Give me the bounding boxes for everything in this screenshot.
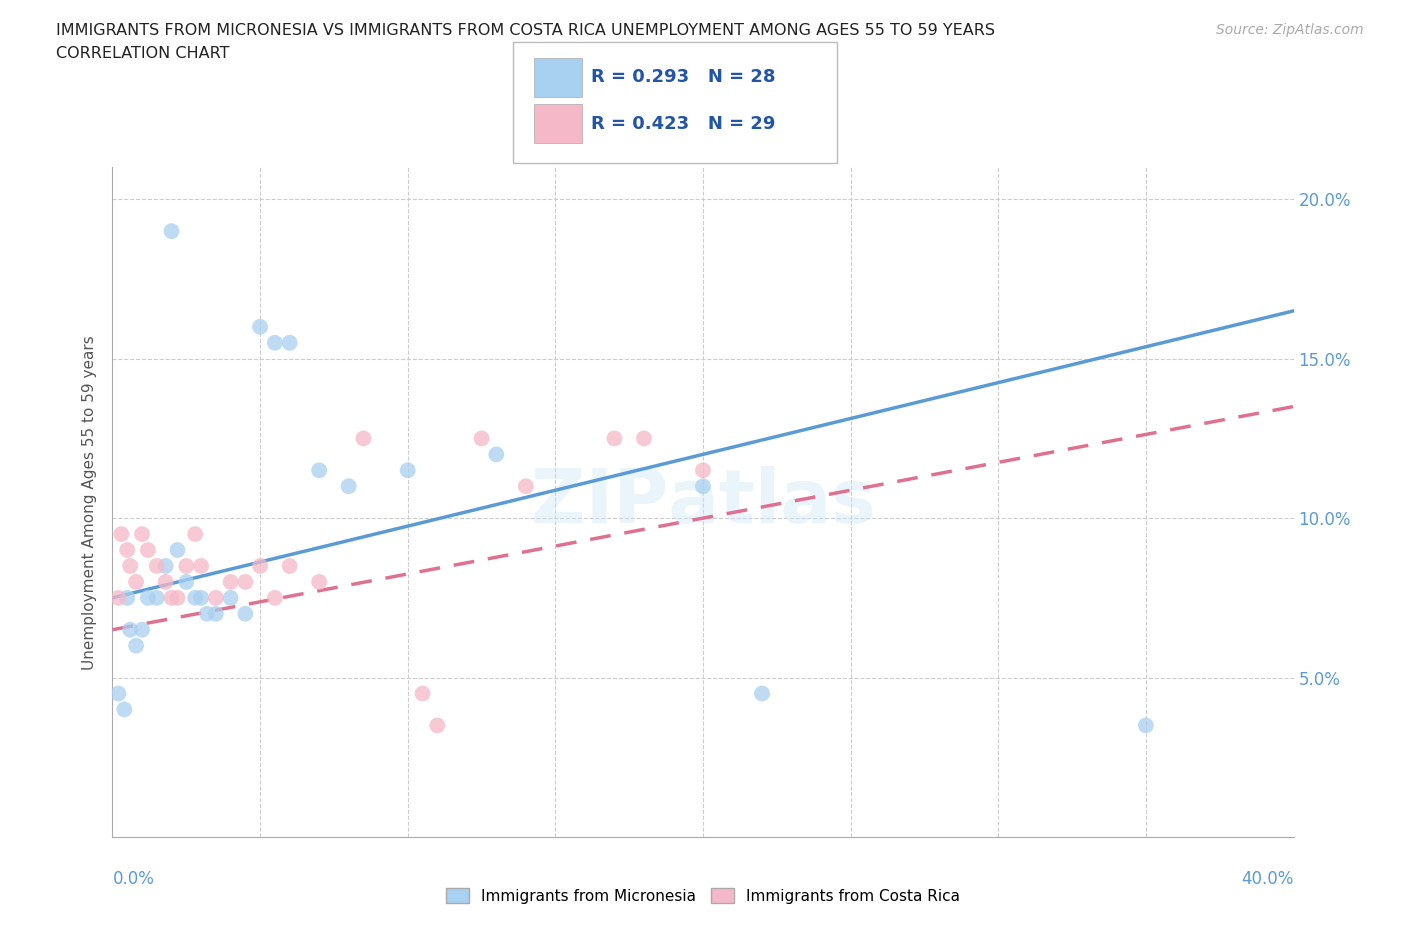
Point	[136, 542, 159, 557]
Point	[278, 559, 301, 574]
Point	[412, 686, 434, 701]
Point	[136, 591, 159, 605]
Point	[146, 559, 169, 574]
Point	[125, 575, 148, 590]
Point	[337, 479, 360, 494]
Point	[174, 575, 197, 590]
Point	[692, 463, 714, 478]
Point	[120, 622, 142, 637]
Point	[352, 431, 374, 445]
Point	[166, 591, 188, 605]
Point	[426, 718, 449, 733]
Text: 40.0%: 40.0%	[1241, 870, 1294, 887]
Point	[249, 559, 271, 574]
Text: IMMIGRANTS FROM MICRONESIA VS IMMIGRANTS FROM COSTA RICA UNEMPLOYMENT AMONG AGES: IMMIGRANTS FROM MICRONESIA VS IMMIGRANTS…	[56, 23, 995, 38]
Point	[264, 336, 287, 351]
Point	[249, 319, 271, 334]
Text: ZIP​atlas: ZIP​atlas	[530, 466, 876, 538]
Text: Source: ZipAtlas.com: Source: ZipAtlas.com	[1216, 23, 1364, 37]
Point	[219, 575, 242, 590]
Point	[190, 559, 212, 574]
Point	[160, 224, 183, 239]
Text: 0.0%: 0.0%	[112, 870, 155, 887]
Point	[485, 447, 508, 462]
Legend: Immigrants from Micronesia, Immigrants from Costa Rica: Immigrants from Micronesia, Immigrants f…	[440, 882, 966, 910]
Point	[1135, 718, 1157, 733]
Point	[470, 431, 494, 445]
Point	[205, 606, 228, 621]
Y-axis label: Unemployment Among Ages 55 to 59 years: Unemployment Among Ages 55 to 59 years	[82, 335, 97, 670]
Point	[195, 606, 218, 621]
Point	[160, 591, 183, 605]
Point	[112, 702, 135, 717]
Point	[692, 479, 714, 494]
Point	[633, 431, 655, 445]
Point	[131, 526, 153, 541]
Point	[146, 591, 169, 605]
Text: R = 0.423   N = 29: R = 0.423 N = 29	[591, 114, 775, 133]
Point	[233, 575, 256, 590]
Point	[751, 686, 773, 701]
Point	[155, 559, 177, 574]
Point	[166, 542, 188, 557]
Point	[278, 336, 301, 351]
Point	[110, 526, 132, 541]
Point	[308, 575, 330, 590]
Point	[205, 591, 228, 605]
Point	[264, 591, 287, 605]
Point	[117, 591, 138, 605]
Point	[107, 686, 129, 701]
Point	[184, 591, 207, 605]
Text: CORRELATION CHART: CORRELATION CHART	[56, 46, 229, 61]
Point	[515, 479, 537, 494]
Point	[120, 559, 142, 574]
Point	[155, 575, 177, 590]
Point	[107, 591, 129, 605]
Point	[131, 622, 153, 637]
Point	[233, 606, 256, 621]
Point	[603, 431, 626, 445]
Text: R = 0.293   N = 28: R = 0.293 N = 28	[591, 68, 775, 86]
Point	[219, 591, 242, 605]
Point	[174, 559, 197, 574]
Point	[190, 591, 212, 605]
Point	[308, 463, 330, 478]
Point	[184, 526, 207, 541]
Point	[117, 542, 138, 557]
Point	[396, 463, 419, 478]
Point	[125, 638, 148, 653]
